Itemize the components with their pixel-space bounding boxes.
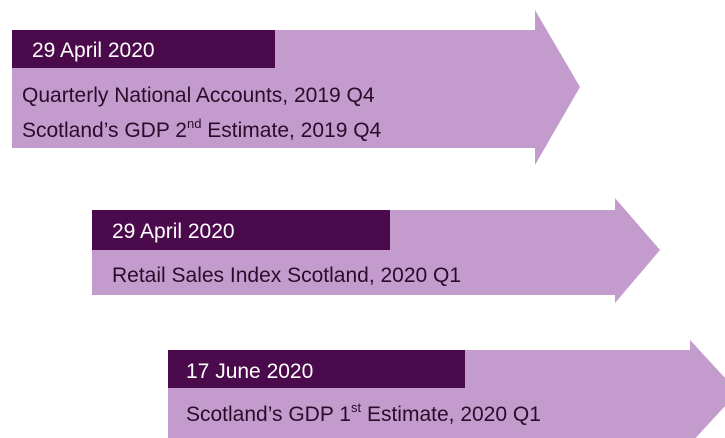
text: Estimate, 2019 Q4 [201,119,381,142]
superscript: nd [187,116,201,131]
superscript: st [351,400,362,415]
date-bar [12,30,275,68]
event: 29 April 2020 Retail Sales Index Scotlan… [92,198,660,303]
release: Scotland’s GDP 1st Estimate, 2020 Q1 [186,400,541,426]
event: 17 June 2020 Scotland’s GDP 1st Estimate… [168,340,725,438]
text: Quarterly National Accounts, 2019 Q4 [22,84,375,107]
text: Scotland’s GDP 1 [186,403,351,426]
text: Retail Sales Index Scotland, 2020 Q1 [112,264,461,287]
text: Estimate, 2020 Q1 [361,403,541,426]
event: 29 April 2020 Quarterly National Account… [12,10,580,165]
release: Scotland’s GDP 2nd Estimate, 2019 Q4 [22,116,382,142]
date: 29 April 2020 [112,220,235,243]
text: Scotland’s GDP 2 [22,119,187,142]
date: 17 June 2020 [186,360,313,383]
date-bar [168,350,465,388]
date-bar [92,210,390,250]
release: Retail Sales Index Scotland, 2020 Q1 [112,264,461,287]
date: 29 April 2020 [32,39,155,62]
release: Quarterly National Accounts, 2019 Q4 [22,84,375,107]
